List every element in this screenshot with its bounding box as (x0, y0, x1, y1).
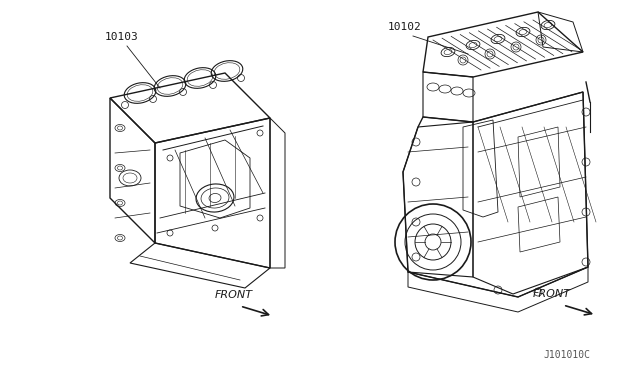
Text: FRONT: FRONT (215, 290, 253, 300)
Text: FRONT: FRONT (533, 289, 571, 299)
Text: 10103: 10103 (105, 32, 139, 42)
Text: J101010C: J101010C (543, 350, 590, 360)
Text: 10102: 10102 (388, 22, 422, 32)
